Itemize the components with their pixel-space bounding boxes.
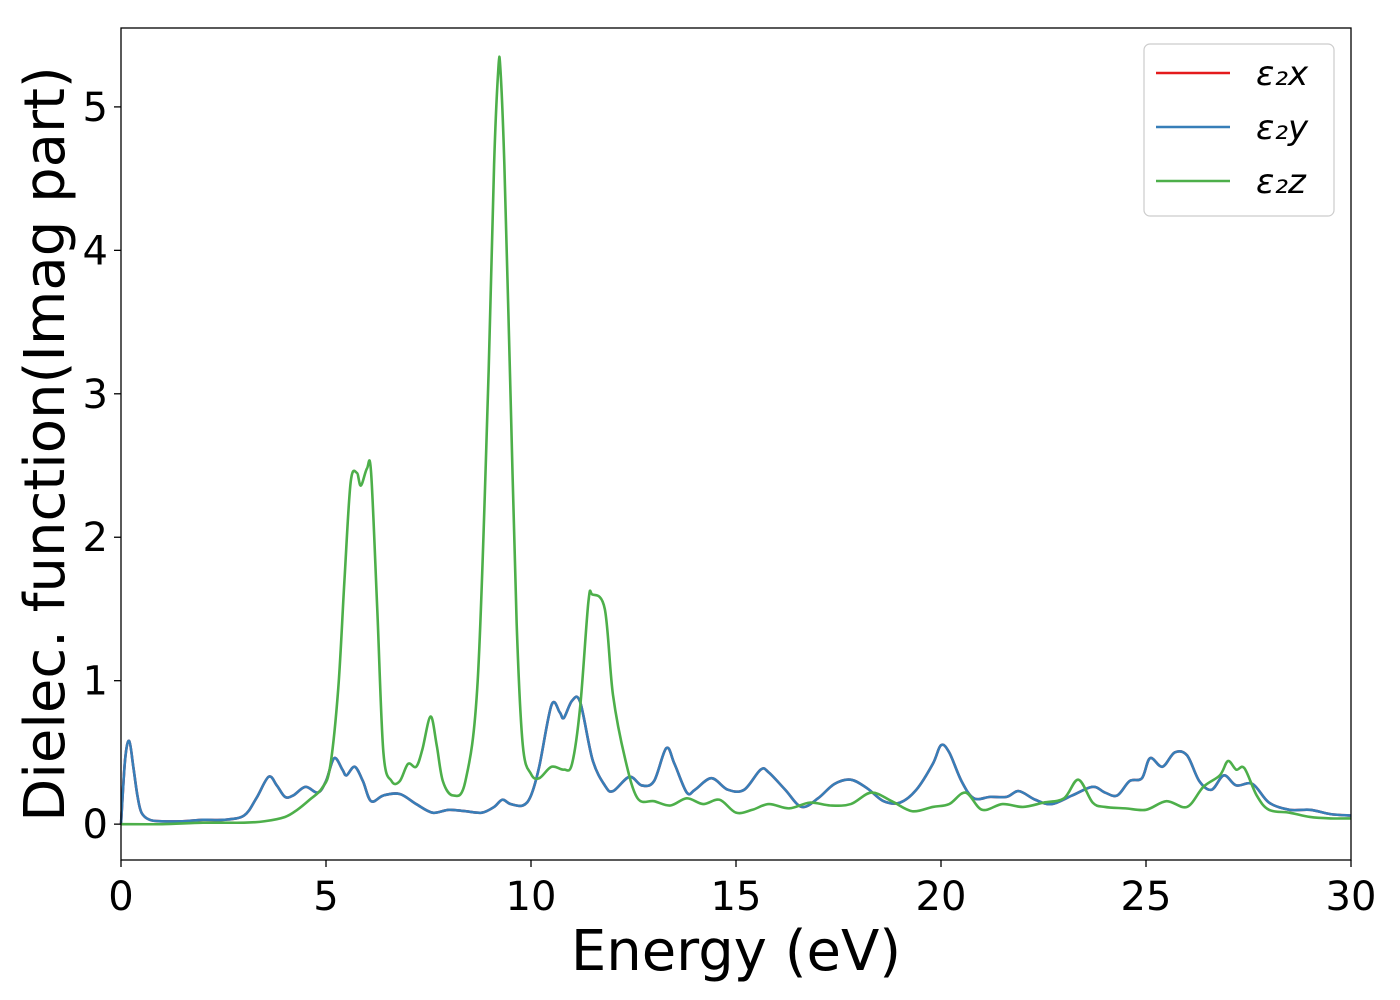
- x-axis-title: Energy (eV): [571, 919, 901, 984]
- y-tick-label: 3: [83, 372, 108, 418]
- series-line-1: [119, 695, 1352, 825]
- y-tick-label: 2: [83, 515, 108, 561]
- y-tick-label: 1: [83, 659, 108, 705]
- x-tick-label: 20: [916, 874, 967, 920]
- x-tick-label: 25: [1121, 874, 1172, 920]
- series-line-2: [119, 695, 1352, 825]
- x-axis: 0 5 10 15 20 25 30: [108, 860, 1376, 920]
- x-tick-label: 30: [1326, 874, 1377, 920]
- legend-label-2: ε₂y: [1256, 108, 1309, 148]
- series-layer: [119, 55, 1352, 826]
- y-tick-label: 0: [83, 802, 108, 848]
- series-line-3: [120, 55, 1352, 826]
- x-tick-label: 5: [313, 874, 338, 920]
- y-axis-title: Dielec. function(Imag part): [13, 66, 78, 822]
- x-tick-label: 15: [711, 874, 762, 920]
- x-tick-label: 0: [108, 874, 133, 920]
- legend-label-1: ε₂x: [1256, 54, 1309, 94]
- legend-box: [1143, 43, 1335, 217]
- legend: ε₂x ε₂y ε₂z: [1143, 43, 1335, 217]
- legend-label-3: ε₂z: [1256, 162, 1307, 202]
- y-tick-label: 5: [83, 85, 108, 131]
- y-axis: 0 1 2 3 4 5: [83, 85, 121, 848]
- y-tick-label: 4: [83, 228, 108, 274]
- x-tick-label: 10: [506, 874, 557, 920]
